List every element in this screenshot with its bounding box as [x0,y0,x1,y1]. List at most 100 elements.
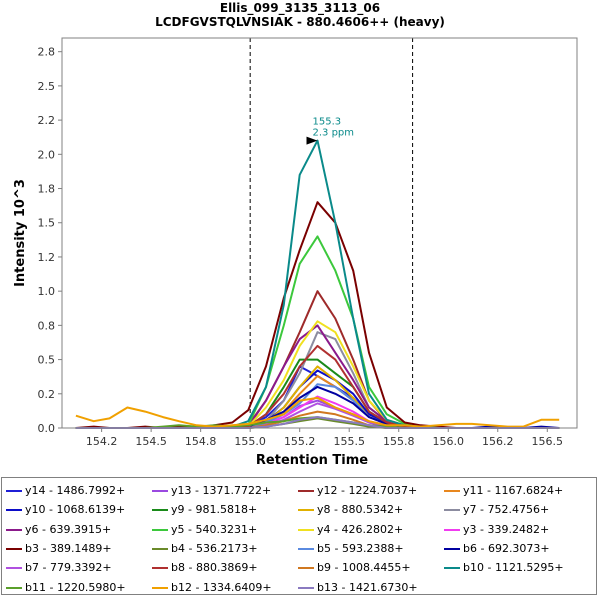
legend-label: y8 - 880.5342+ [317,503,404,517]
plot-frame [61,37,578,429]
legend-item: b12 - 1334.6409+ [152,580,272,596]
legend-item: y5 - 540.3231+ [152,522,257,538]
x-tick-label: 156.5 [532,435,564,448]
legend-swatch [298,586,314,589]
x-tick-label: 154.2 [86,435,118,448]
chromatogram-chart: 0.0 0.2 0.5 0.8 1.0 1.2 1.5 1.8 2.0 2.2 2.5 2.8 154… [13,37,578,468]
y-tick-label: 1.2 [38,251,56,264]
series-line [75,385,560,429]
legend-swatch [298,509,314,512]
y-tick-label: 0.5 [38,354,56,367]
legend-item: b3 - 389.1489+ [6,541,112,557]
y-tick-label: 2.8 [38,46,56,59]
y-tick-label: 2.5 [38,80,56,93]
legend-swatch [444,567,460,570]
legend-label: y9 - 981.5818+ [171,503,258,517]
x-tick-label: 155.2 [284,435,316,448]
legend-label: b10 - 1121.5295+ [463,561,564,575]
legend-label: b13 - 1421.6730+ [317,580,418,594]
y-tick-label: 1.0 [38,285,56,298]
chart-subtitle: LCDFGVSTQLVNSIAK - 880.4606++ (heavy) [155,15,445,29]
legend-label: b5 - 593.2388+ [317,541,404,555]
legend-swatch [298,547,314,550]
legend-label: y7 - 752.4756+ [463,503,550,517]
x-tick-label: 155.0 [234,435,266,448]
x-tick-label: 154.8 [185,435,217,448]
legend-item: b7 - 779.3392+ [6,560,112,576]
y-tick-label: 0.0 [38,422,56,435]
integration-boundaries [249,38,414,428]
legend-swatch [152,509,168,512]
legend-label: y3 - 339.2482+ [463,522,550,536]
legend-label: b7 - 779.3392+ [25,561,112,575]
legend-item: y13 - 1371.7722+ [152,483,271,499]
legend-label: y11 - 1167.6824+ [463,484,564,497]
legend-swatch [6,586,22,589]
legend-swatch [6,547,22,550]
legend-item: y10 - 1068.6139+ [6,502,125,518]
chart-legend: y14 - 1486.7992+ y13 - 1371.7722+ y12 - 12… [1,477,597,595]
y-tick-label: 2.2 [38,114,56,127]
x-tick-label: 154.5 [135,435,167,448]
legend-item: y4 - 426.2802+ [298,522,403,538]
legend-swatch [6,490,22,492]
legend-swatch [444,528,460,531]
legend-swatch [152,586,168,589]
legend-item: b5 - 593.2388+ [298,541,404,557]
legend-label: b9 - 1008.4455+ [317,561,411,575]
x-axis-ticks: 154.2 154.5 154.8 155.0 155.2 155.5 155.8 156.0… [86,428,563,448]
x-tick-label: 155.5 [333,435,365,448]
legend-swatch [152,490,168,492]
legend-swatch [152,567,168,570]
legend-label: y12 - 1224.7037+ [317,484,418,497]
legend-label: b4 - 536.2173+ [171,541,258,555]
legend-swatch [298,490,314,492]
legend-item: y7 - 752.4756+ [444,502,549,518]
x-tick-label: 156.0 [433,435,465,448]
peak-marker [306,136,318,145]
legend-item: b4 - 536.2173+ [152,541,258,557]
series-lines [75,139,560,429]
y-tick-label: 0.8 [38,319,56,332]
legend-swatch [444,547,460,550]
legend-label: b12 - 1334.6409+ [171,580,272,594]
legend-item: y9 - 981.5818+ [152,502,257,518]
legend-label: y14 - 1486.7992+ [25,484,126,497]
chart-title: Ellis_099_3135_3113_06 [219,1,381,15]
legend-item: y11 - 1167.6824+ [444,483,563,499]
y-tick-label: 1.8 [38,183,56,196]
legend-swatch [444,490,460,492]
peak-annotation: 155.32.3 ppm [306,117,354,145]
legend-swatch [6,528,22,531]
legend-item: b13 - 1421.6730+ [298,580,418,596]
series-line [75,399,560,429]
legend-label: b3 - 389.1489+ [25,541,112,555]
y-axis-ticks: 0.0 0.2 0.5 0.8 1.0 1.2 1.5 1.8 2.0 2.2 2.5 2.8 [38,46,62,435]
series-line [75,396,560,428]
legend-label: b8 - 880.3869+ [171,561,258,575]
legend-item: b6 - 692.3073+ [444,541,550,557]
legend-item: y8 - 880.5342+ [298,502,403,518]
legend-item: b8 - 880.3869+ [152,560,258,576]
legend-swatch [152,547,168,550]
legend-item: y3 - 339.2482+ [444,522,549,538]
y-tick-label: 2.0 [38,148,56,161]
legend-label: b6 - 692.3073+ [463,541,550,555]
legend-item: b10 - 1121.5295+ [444,560,564,576]
legend-item: y6 - 639.3915+ [6,522,111,538]
y-tick-label: 0.2 [38,388,56,401]
x-tick-label: 156.2 [482,435,514,448]
legend-label: y6 - 639.3915+ [25,522,112,536]
legend-item: b9 - 1008.4455+ [298,560,411,576]
legend-label: y13 - 1371.7722+ [171,484,272,497]
legend-label: y4 - 426.2802+ [317,522,404,536]
legend-swatch [444,509,460,512]
x-tick-label: 155.8 [383,435,415,448]
legend-label: y5 - 540.3231+ [171,522,258,536]
legend-swatch [298,567,314,570]
series-line [75,383,560,429]
legend-item: b11 - 1220.5980+ [6,580,126,596]
legend-item: y12 - 1224.7037+ [298,483,417,499]
legend-label: y10 - 1068.6139+ [25,503,126,517]
legend-swatch [6,509,22,512]
